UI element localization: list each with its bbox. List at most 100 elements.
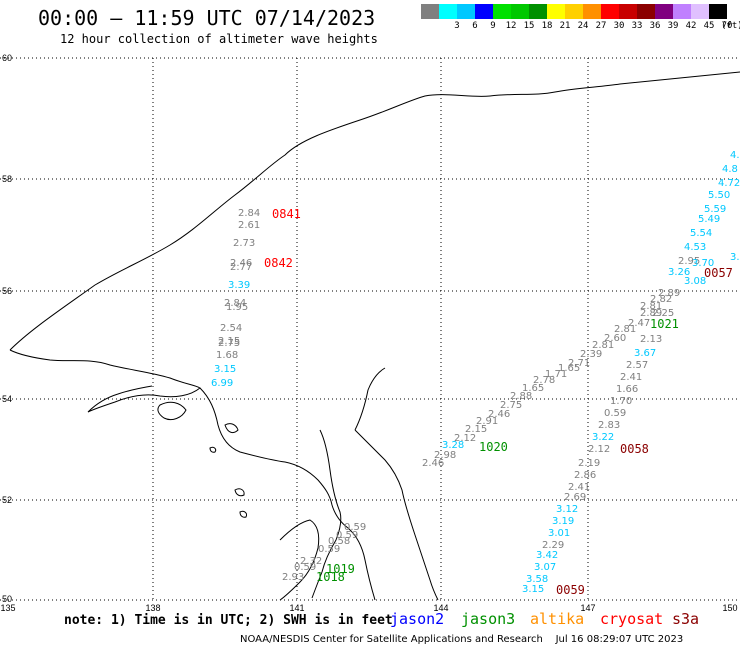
footer-note: note: 1) Time is in UTC; 2) SWH is in fe… <box>64 613 393 628</box>
coastline-sakhalin-north <box>354 367 386 431</box>
lat-labels: 60 58 56 54 52 50 <box>2 53 12 604</box>
wave-height-label: 2.15 <box>218 336 240 347</box>
graticule <box>0 57 740 601</box>
scale-swatch <box>655 4 673 19</box>
satellite-legend-item: altika <box>530 610 585 628</box>
wave-height-label: 2.83 <box>598 420 620 431</box>
wave-height-label: 2.39 <box>580 349 602 360</box>
wave-height-label: 2.81 <box>614 324 636 335</box>
wave-height-label: 2.29 <box>542 540 564 551</box>
scale-swatch <box>439 4 457 19</box>
wave-height-observations: 2.842.612.732.462.773.392.841.952.542.15… <box>211 150 740 595</box>
lon-label: 144 <box>433 603 448 613</box>
island-small-3 <box>239 510 247 518</box>
scale-label: 36 <box>649 21 661 31</box>
lat-label: 56 <box>2 286 12 296</box>
wave-height-label: 0.59 <box>604 408 626 419</box>
scale-label: 6 <box>472 21 478 31</box>
lon-label: 138 <box>145 603 160 613</box>
scale-unit: (ft) <box>721 21 740 31</box>
satellite-legend-item: jason3 <box>461 610 516 628</box>
satellite-legend-item: jason2 <box>390 610 445 628</box>
wave-height-label: 0.59 <box>318 544 340 555</box>
scale-label: 39 <box>667 21 679 31</box>
pass-time-tag: 0058 <box>620 442 649 456</box>
scale-swatch <box>583 4 601 19</box>
wave-height-label: 2.61 <box>238 220 260 231</box>
wave-height-label: 4.72 <box>718 178 740 189</box>
lon-label: 147 <box>580 603 595 613</box>
coastline-okhotsk-north <box>9 71 740 351</box>
wave-height-label: 4.8 <box>722 164 738 175</box>
lat-label: 50 <box>2 594 12 604</box>
pass-time-tag: 0841 <box>272 207 301 221</box>
wave-height-label: 2.78 <box>533 375 555 386</box>
scale-label: 12 <box>505 21 517 31</box>
wave-height-label: 2.75 <box>500 400 522 411</box>
wave-height-label: 2.84 <box>238 208 260 219</box>
wave-height-label: 2.88 <box>510 391 532 402</box>
wave-height-label: 2.91 <box>476 416 498 427</box>
pass-time-tag: 1021 <box>650 317 679 331</box>
scale-swatch <box>421 4 439 19</box>
pass-time-tag: 0057 <box>704 266 733 280</box>
island-small-4 <box>209 446 217 453</box>
coastline-sakhalin-west <box>311 429 342 599</box>
coastline-amur <box>199 387 376 601</box>
wave-height-label: 2.86 <box>574 470 596 481</box>
map-title: 00:00 – 11:59 UTC 07/14/2023 <box>38 6 376 30</box>
wave-height-label: 2.46 <box>488 409 510 420</box>
wave-height-label: 3.58 <box>526 574 548 585</box>
wave-height-label: 1.71 <box>545 369 567 380</box>
lon-label: 135 <box>0 603 15 613</box>
wave-height-label: 2.81 <box>592 340 614 351</box>
wave-height-label: 4.53 <box>684 242 706 253</box>
wave-height-label: 2.82 <box>650 294 672 305</box>
wave-height-label: 0.59 <box>344 522 366 533</box>
island-shantar <box>157 401 187 421</box>
scale-swatch <box>673 4 691 19</box>
wave-height-label: 2.25 <box>652 308 674 319</box>
satellite-legend-item: s3a <box>672 610 700 628</box>
lon-label: 150 <box>722 603 737 613</box>
wave-height-label: 2.93 <box>282 572 304 583</box>
pass-time-tag: 0059 <box>556 583 585 597</box>
wave-height-label: 2.12 <box>588 444 610 455</box>
wave-height-label: 3.39 <box>228 280 250 291</box>
wave-height-label: 3.07 <box>534 562 556 573</box>
lat-label: 60 <box>2 53 12 63</box>
scale-swatch <box>493 4 511 19</box>
scale-swatch <box>457 4 475 19</box>
wave-height-label: 2.13 <box>640 334 662 345</box>
wave-height-label: 2.77 <box>230 262 252 273</box>
coastline <box>9 71 740 601</box>
wave-height-label: 1.95 <box>226 302 248 313</box>
coastline-okhotsk-west <box>9 349 201 413</box>
scale-label: 24 <box>577 21 589 31</box>
wave-height-label: 1.65 <box>522 383 544 394</box>
scale-swatch <box>619 4 637 19</box>
lat-label: 54 <box>2 394 12 404</box>
satellite-legend-item: cryosat <box>600 610 664 628</box>
pass-time-tag: 1020 <box>479 440 508 454</box>
wave-height-label: 3.15 <box>522 584 544 595</box>
pass-time-tag: 1019 <box>326 562 355 576</box>
wave-height-label: 3.28 <box>442 440 464 451</box>
pass-time-tag: 0842 <box>264 256 293 270</box>
wave-height-label: 2.12 <box>454 433 476 444</box>
wave-height-label: 3.19 <box>552 516 574 527</box>
wave-height-label: 1.70 <box>610 396 632 407</box>
wave-height-label: 1.66 <box>616 384 638 395</box>
scale-swatch <box>475 4 493 19</box>
scale-label: 45 <box>703 21 715 31</box>
coastline-sakhalin-east <box>354 429 439 601</box>
scale-label: 70 <box>721 21 733 31</box>
scale-swatch <box>709 4 727 19</box>
footer-credit: NOAA/NESDIS Center for Satellite Applica… <box>240 634 684 645</box>
lon-labels: 135 138 141 144 147 150 <box>0 603 737 613</box>
scale-label: 3 <box>454 21 460 31</box>
scale-label: 27 <box>595 21 607 31</box>
scale-label: 21 <box>559 21 571 31</box>
